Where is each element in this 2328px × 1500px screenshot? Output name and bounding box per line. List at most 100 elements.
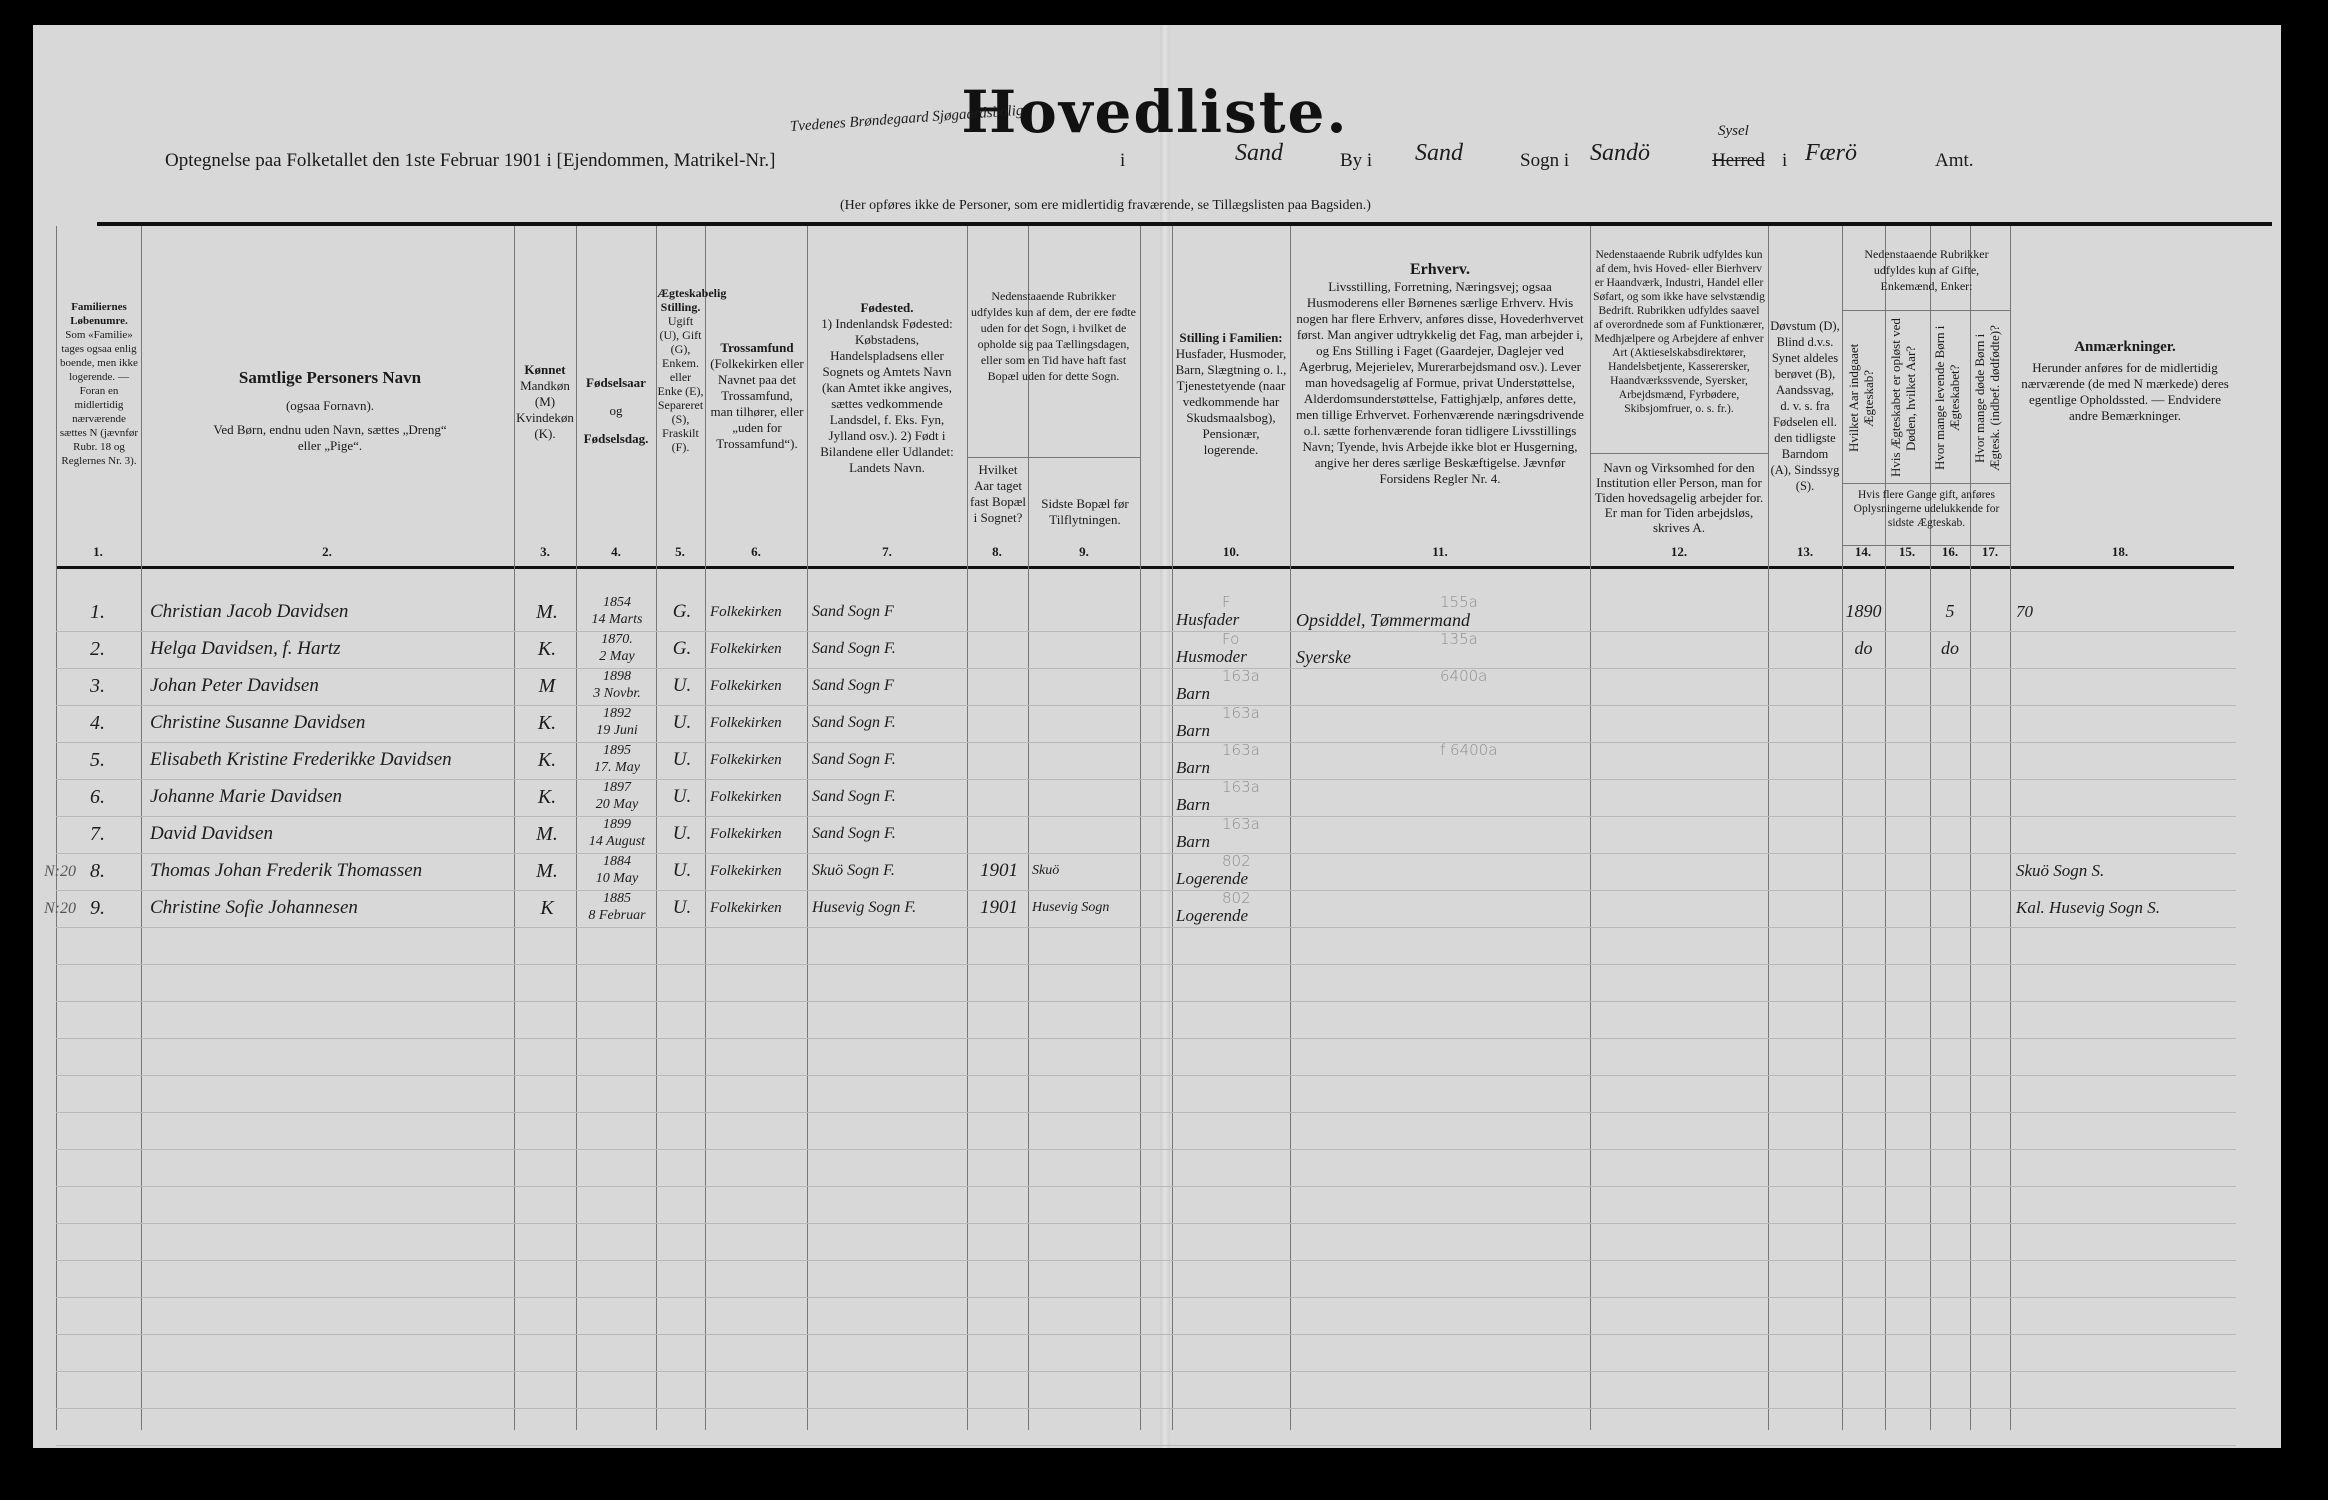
family-position: Barn: [1176, 758, 1210, 777]
marital-status: U.: [672, 860, 692, 881]
year-settled: 1901: [980, 897, 1018, 918]
column-number: 17.: [1981, 544, 1999, 559]
person-name: Johan Peter Davidsen: [150, 675, 319, 696]
living-children: 5: [1945, 601, 1955, 621]
column-divider: [2010, 226, 2011, 1430]
column-number: 4.: [611, 544, 621, 559]
column-number: 2.: [322, 544, 332, 559]
row-divider: [56, 1001, 2236, 1002]
religion: Folkekirken: [710, 715, 782, 731]
person-name: Johanne Marie Davidsen: [150, 786, 343, 807]
pencil-note-occupation: 6400a: [1440, 667, 1488, 685]
column-number: 15.: [1898, 544, 1916, 559]
column-number: 12.: [1670, 544, 1688, 559]
table-row: 7. David Davidsen M. 1899 14 August U. Folkeki…: [0, 816, 2328, 853]
census-sheet: [33, 25, 2281, 1448]
header-col4-title: Fødselsaar: [586, 375, 646, 390]
row-number: 5.: [90, 749, 105, 771]
birth-date: 8 Februar: [588, 908, 646, 923]
column-number: 7.: [882, 544, 892, 559]
place-handwritten: Sand: [1235, 140, 1283, 166]
label-amt: Amt.: [1935, 150, 1974, 171]
header-subdivider: [1590, 453, 1768, 454]
header-col1: Familiernes Løbenumre. Som «Familie» tag…: [58, 300, 140, 468]
column-divider: [514, 226, 515, 1430]
marital-status: U.: [672, 786, 692, 807]
birthplace: Sand Sogn F.: [812, 640, 896, 657]
birth-date: 17. May: [594, 760, 640, 775]
header-col14-17-bottom: Hvis flere Gange gift, anføres Oplysning…: [1853, 489, 2000, 529]
pencil-note-occupation: 155a: [1440, 593, 1478, 611]
religion: Folkekirken: [710, 863, 782, 879]
column-number: 10.: [1222, 544, 1240, 559]
remarks: Kal. Husevig Sogn S.: [2016, 898, 2161, 917]
sex: K.: [537, 638, 557, 660]
column-number: 6.: [751, 544, 761, 559]
birth-date: 3 Novbr.: [593, 686, 641, 701]
row-number: 4.: [90, 712, 105, 734]
header-col1-body: Som «Familie» tages ogsaa enlig boende, …: [59, 329, 139, 467]
column-number: 8.: [992, 544, 1002, 559]
label-i: i: [1120, 150, 1126, 171]
row-divider: [56, 890, 2236, 891]
occupation: Syerske: [1296, 647, 1351, 667]
header-col5-title: Ægteskabelig Stilling.: [657, 286, 727, 314]
header-col7-body: 1) Indenlandsk Fødested: Købstadens, Han…: [820, 316, 954, 475]
religion: Folkekirken: [710, 752, 782, 768]
family-position: Barn: [1176, 832, 1210, 851]
margin-note: N:20: [44, 900, 76, 917]
header-subdivider: [1842, 483, 2010, 484]
header-col9: Sidste Bopæl før Tilflytningen.: [1041, 496, 1129, 527]
row-divider: [56, 705, 2236, 706]
header-col2-body1: (ogsaa Fornavn).: [285, 398, 375, 413]
column-divider: [576, 226, 577, 1430]
column-divider: [807, 226, 808, 1430]
marital-status: G.: [672, 638, 692, 659]
person-name: Elisabeth Kristine Frederikke Davidsen: [150, 749, 452, 770]
pencil-note-family: F: [1222, 593, 1231, 611]
row-divider: [56, 1408, 2236, 1409]
person-name: Christine Sofie Johannesen: [150, 897, 358, 918]
religion: Folkekirken: [710, 789, 782, 805]
header-col13: Døvstum (D), Blind d.v.s. Synet aldeles …: [1770, 319, 1840, 493]
birthplace: Sand Sogn F.: [812, 788, 896, 805]
header-col3: Kønnet Mandkøn (M) Kvindekøn (K).: [516, 362, 574, 442]
column-divider: [1172, 226, 1173, 1430]
sex: M.: [536, 823, 558, 845]
sex: K.: [537, 749, 557, 771]
amt-handwritten: Færö: [1805, 140, 1858, 166]
table-row: N:20 9. Christine Sofie Johannesen K 1885 8 F…: [0, 890, 2328, 927]
birth-date: 14 August: [588, 834, 646, 849]
header-col11: Erhverv. Livsstilling, Forretning, Nærin…: [1293, 260, 1587, 487]
column-divider: [967, 226, 968, 1430]
header-col3-body: Mandkøn (M) Kvindekøn (K).: [516, 378, 574, 441]
row-divider: [56, 964, 2236, 965]
row-number: 8.: [90, 860, 105, 882]
table-row: 3. Johan Peter Davidsen M 1898 3 Novbr. U. Fol…: [0, 668, 2328, 705]
birth-year: 1899: [603, 817, 631, 832]
marital-status: U.: [672, 823, 692, 844]
family-position: Barn: [1176, 795, 1210, 814]
marriage-year: do: [1854, 638, 1873, 658]
birthplace: Sand Sogn F: [812, 677, 894, 694]
label-sogn: Sogn i: [1520, 150, 1570, 171]
row-divider: [56, 1260, 2236, 1261]
header-col6-title: Trossamfund: [720, 340, 794, 355]
header-bottom-rule: [56, 566, 2234, 569]
birth-date: 20 May: [595, 797, 639, 812]
label-herred-struck: Herred: [1712, 150, 1765, 171]
by-handwritten: Sand: [1415, 140, 1463, 166]
table-row: 1. Christian Jacob Davidsen M. 1854 14 Marts…: [0, 594, 2328, 631]
column-divider: [1290, 226, 1291, 1430]
birth-date: 10 May: [595, 871, 639, 886]
row-divider: [56, 742, 2236, 743]
row-divider: [56, 1223, 2236, 1224]
row-number: 9.: [90, 897, 105, 919]
column-number: 3.: [540, 544, 550, 559]
header-col16: Hvor mange levende Børn i Ægteskabet?: [1932, 325, 1962, 471]
column-divider: [656, 226, 657, 1430]
row-divider: [56, 1038, 2236, 1039]
family-position: Barn: [1176, 684, 1210, 703]
religion: Folkekirken: [710, 678, 782, 694]
marital-status: G.: [672, 601, 692, 622]
